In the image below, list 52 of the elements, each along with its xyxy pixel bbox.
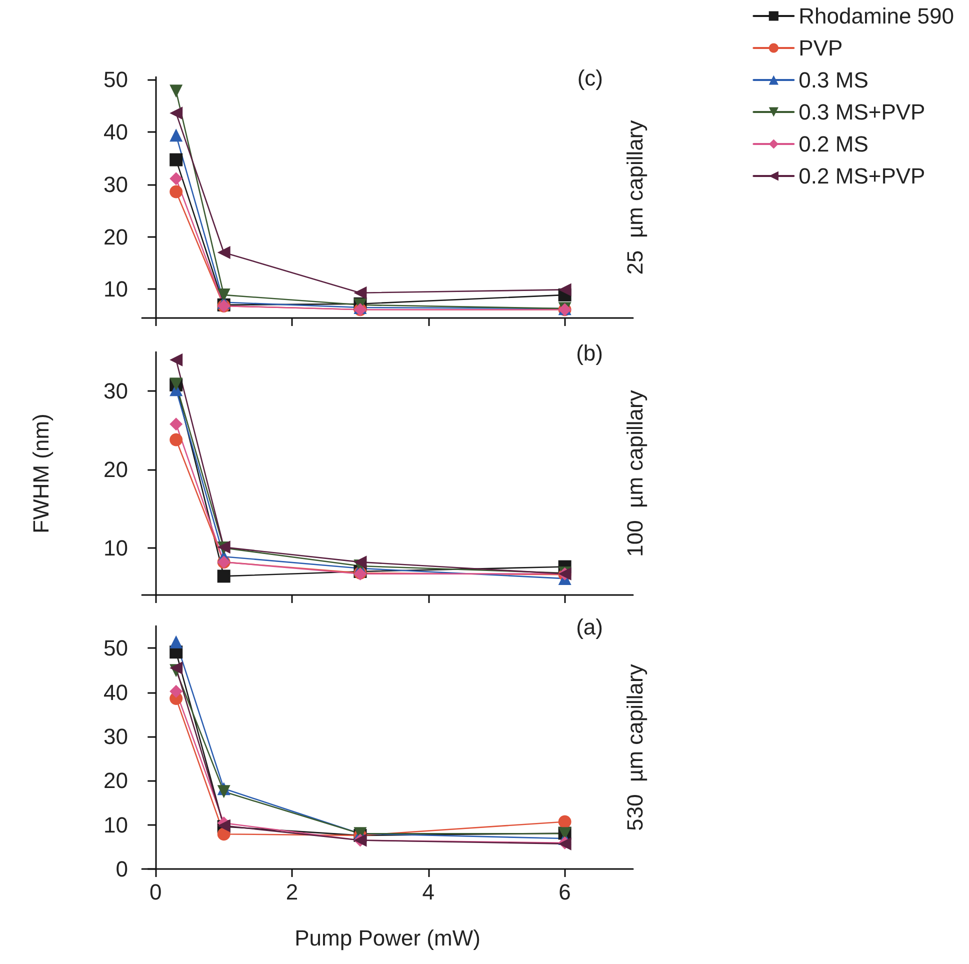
annotation: 25 µm capillary bbox=[622, 120, 648, 275]
point bbox=[170, 635, 183, 648]
y-tick-label: 0 bbox=[116, 856, 128, 882]
legend-label: 0.3 MS+PVP bbox=[798, 100, 926, 124]
legend-label: 0.2 MS+PVP bbox=[798, 164, 926, 188]
y-tick-label: 10 bbox=[104, 535, 128, 560]
y-tick-label: 10 bbox=[104, 812, 128, 838]
y-tick-label: 20 bbox=[104, 224, 128, 250]
x-axis-title: Pump Power (mW) bbox=[294, 926, 480, 950]
legend-label: 0.3 MS bbox=[798, 68, 868, 92]
point bbox=[170, 684, 183, 698]
y-tick-label: 10 bbox=[104, 276, 128, 302]
y-tick-label: 20 bbox=[104, 457, 128, 482]
point bbox=[558, 815, 572, 828]
y-tick-label: 30 bbox=[104, 172, 128, 197]
y-tick-label: 50 bbox=[104, 636, 128, 661]
y-tick-label: 30 bbox=[104, 724, 128, 749]
x-tick-label: 0 bbox=[150, 880, 162, 904]
x-tick-label: 4 bbox=[422, 880, 435, 904]
point bbox=[170, 153, 183, 166]
y-axis-title: FWHM (nm) bbox=[28, 414, 54, 534]
point bbox=[217, 246, 230, 260]
point bbox=[217, 570, 230, 583]
point bbox=[170, 84, 183, 98]
point bbox=[170, 185, 183, 198]
point bbox=[217, 785, 230, 798]
y-tick-label: 20 bbox=[104, 768, 128, 794]
point bbox=[170, 433, 183, 446]
x-tick-label: 2 bbox=[286, 880, 298, 904]
y-tick-label: 40 bbox=[104, 680, 128, 705]
point bbox=[170, 172, 183, 186]
point bbox=[170, 106, 183, 120]
legend-label: Rhodamine 590 bbox=[798, 4, 954, 28]
point bbox=[558, 283, 572, 296]
point bbox=[354, 556, 367, 569]
y-tick-label: 50 bbox=[104, 67, 128, 92]
annotation: 100 µm capillary bbox=[622, 390, 648, 557]
legend-label: PVP bbox=[798, 36, 843, 60]
annotation: (b) bbox=[576, 340, 603, 366]
y-tick-label: 30 bbox=[104, 378, 128, 404]
y-tick-label: 40 bbox=[104, 120, 128, 145]
point bbox=[170, 418, 183, 431]
legend-label: 0.2 MS bbox=[798, 132, 868, 156]
point bbox=[170, 128, 183, 142]
annotation: (a) bbox=[576, 614, 603, 640]
point bbox=[170, 661, 183, 674]
annotation: (c) bbox=[577, 66, 603, 90]
point bbox=[217, 288, 230, 302]
point bbox=[170, 353, 183, 366]
point bbox=[354, 286, 367, 300]
x-tick-label: 6 bbox=[558, 880, 571, 904]
annotation: 530 µm capillary bbox=[622, 664, 648, 831]
